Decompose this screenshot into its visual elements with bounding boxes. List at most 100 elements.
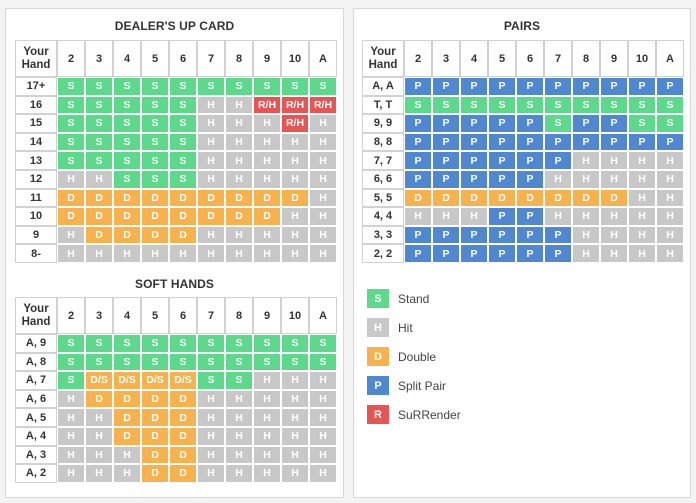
dealer-card-header: 4	[113, 297, 141, 334]
action-cell: S	[141, 169, 169, 189]
action-cell: H	[404, 207, 432, 226]
action-cell: H	[281, 132, 309, 152]
action-cell: H	[656, 151, 684, 170]
action-cell: H	[281, 371, 309, 390]
action-cell: S	[197, 77, 225, 96]
action-cell: H	[281, 408, 309, 427]
action-cell: H	[309, 426, 337, 446]
table-row: 14 S S S S S H H H H H	[15, 132, 337, 152]
action-cell: S	[628, 114, 656, 133]
hand-label: 8, 8	[362, 132, 404, 152]
action-cell: S	[169, 169, 197, 189]
hand-label: 14	[15, 132, 57, 152]
dealer-card-header: 7	[197, 40, 225, 77]
action-cell: H	[656, 207, 684, 226]
action-cell: P	[488, 169, 516, 189]
action-cell: H	[628, 188, 656, 208]
action-cell: P	[572, 114, 600, 133]
action-cell: P	[488, 207, 516, 226]
action-cell: S	[197, 334, 225, 353]
action-cell: S	[85, 151, 113, 170]
your-hand-header-line: Hand	[21, 315, 51, 328]
action-cell: S	[572, 95, 600, 115]
action-cell: P	[488, 114, 516, 133]
dealer-card-header: 7	[544, 40, 572, 77]
action-cell: H	[113, 244, 141, 263]
table-row: 12 H H S S S H H H H H	[15, 169, 337, 189]
action-cell: D	[169, 207, 197, 226]
action-cell: P	[432, 244, 460, 263]
action-cell: H	[572, 244, 600, 263]
action-cell: H	[460, 207, 488, 226]
action-cell: S	[600, 95, 628, 115]
action-cell: P	[404, 244, 432, 263]
action-cell: S	[141, 151, 169, 170]
action-cell: H	[281, 225, 309, 245]
action-cell: H	[197, 151, 225, 170]
action-cell: H	[253, 225, 281, 245]
action-cell: H	[309, 114, 337, 133]
action-cell: H	[57, 169, 85, 189]
action-cell: D	[516, 188, 544, 208]
action-cell: P	[404, 77, 432, 96]
action-cell: S	[169, 95, 197, 115]
action-cell: S	[253, 77, 281, 96]
action-cell: D	[225, 207, 253, 226]
action-cell: H	[281, 389, 309, 409]
legend-item: R SuRRender	[367, 400, 461, 429]
action-cell: P	[516, 207, 544, 226]
action-cell: P	[488, 132, 516, 152]
legend-item: S Stand	[367, 284, 461, 313]
action-cell: H	[169, 244, 197, 263]
action-cell: D	[253, 207, 281, 226]
action-cell: H	[57, 408, 85, 427]
legend-label: Stand	[398, 291, 430, 306]
action-cell: S	[404, 95, 432, 115]
hand-label: A, 7	[15, 371, 57, 390]
table-row: A, 7 S D/S D/S D/S D/S S S H H H	[15, 371, 337, 390]
legend-swatch: H	[367, 318, 389, 337]
action-cell: H	[253, 244, 281, 263]
action-cell: H	[197, 169, 225, 189]
action-cell: H	[628, 207, 656, 226]
dealer-card-header: 4	[113, 40, 141, 77]
action-cell: P	[460, 169, 488, 189]
action-cell: H	[225, 408, 253, 427]
action-cell: S	[57, 77, 85, 96]
action-cell: D	[169, 426, 197, 446]
action-cell: P	[460, 151, 488, 170]
your-hand-header: Your Hand	[15, 297, 57, 334]
action-cell: S	[141, 352, 169, 372]
action-cell: H	[309, 408, 337, 427]
action-cell: H	[197, 408, 225, 427]
action-cell: H	[85, 244, 113, 263]
hand-label: A, 3	[15, 445, 57, 465]
legend-item: D Double	[367, 342, 461, 371]
action-cell: H	[253, 389, 281, 409]
action-cell: S	[141, 95, 169, 115]
hand-label: T, T	[362, 95, 404, 115]
action-cell: S	[309, 334, 337, 353]
table-row: 11 D D D D D D D D D H	[15, 188, 337, 208]
action-cell: H	[544, 207, 572, 226]
hand-label: 2, 2	[362, 244, 404, 263]
legend-swatch: P	[367, 376, 389, 395]
action-cell: H	[628, 244, 656, 263]
action-cell: H	[113, 445, 141, 465]
action-cell: H	[57, 464, 85, 483]
action-cell: H	[281, 244, 309, 263]
hand-label: A, 6	[15, 389, 57, 409]
action-cell: R/H	[253, 95, 281, 115]
action-cell: H	[225, 151, 253, 170]
action-cell: H	[281, 151, 309, 170]
action-cell: H	[197, 426, 225, 446]
dealer-card-header: 8	[572, 40, 600, 77]
action-cell: D	[572, 188, 600, 208]
dealer-card-header: 2	[404, 40, 432, 77]
action-cell: S	[169, 114, 197, 133]
action-cell: H	[253, 408, 281, 427]
